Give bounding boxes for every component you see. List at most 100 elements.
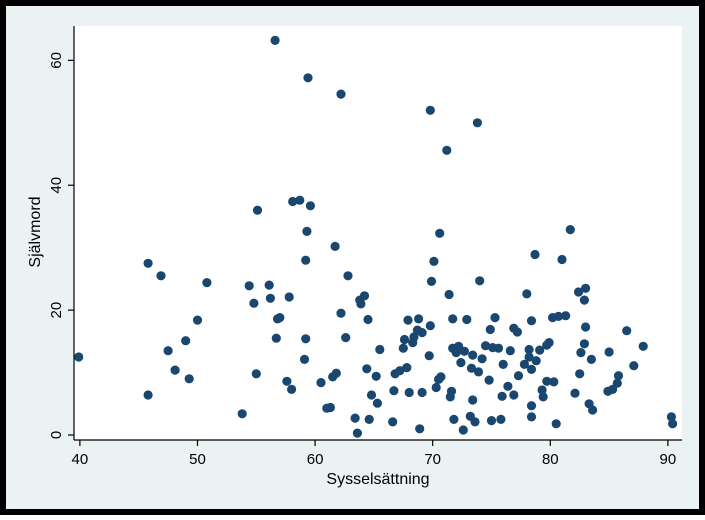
data-point bbox=[512, 327, 523, 337]
data-point bbox=[202, 278, 212, 288]
data-point bbox=[251, 369, 261, 379]
data-point bbox=[184, 374, 194, 384]
data-point bbox=[388, 417, 398, 427]
x-tick-label: 60 bbox=[307, 451, 324, 468]
data-point bbox=[459, 346, 469, 356]
data-point bbox=[613, 371, 624, 381]
data-point bbox=[352, 428, 362, 438]
data-point bbox=[299, 354, 310, 364]
data-point bbox=[557, 254, 567, 265]
data-point bbox=[579, 339, 590, 349]
data-point bbox=[341, 333, 351, 343]
data-point bbox=[549, 377, 559, 387]
y-axis-ticks: 0 20 40 60 bbox=[48, 52, 74, 439]
data-point bbox=[496, 414, 506, 424]
data-point bbox=[356, 299, 366, 309]
data-point bbox=[513, 371, 524, 381]
data-point bbox=[570, 388, 580, 398]
data-point bbox=[282, 376, 292, 386]
data-point bbox=[265, 293, 275, 303]
y-tick-label: 20 bbox=[48, 302, 65, 319]
data-point bbox=[288, 196, 298, 207]
x-axis-label: Sysselsättning bbox=[326, 471, 429, 488]
data-point bbox=[336, 308, 346, 318]
data-point bbox=[417, 328, 427, 338]
data-point bbox=[458, 425, 468, 435]
data-point bbox=[366, 390, 377, 400]
data-point bbox=[588, 405, 598, 415]
x-tick-label: 40 bbox=[72, 451, 89, 468]
data-point bbox=[343, 271, 353, 281]
data-point bbox=[409, 332, 419, 342]
data-point bbox=[470, 417, 480, 427]
data-point bbox=[576, 348, 586, 358]
data-point bbox=[362, 364, 372, 374]
x-axis-ticks: 40 50 60 70 80 90 bbox=[72, 440, 677, 468]
data-points bbox=[74, 35, 678, 438]
data-point bbox=[74, 352, 84, 362]
data-point bbox=[629, 361, 639, 371]
data-point bbox=[163, 346, 173, 356]
data-point bbox=[509, 390, 519, 400]
data-point bbox=[436, 372, 446, 382]
y-axis-label: Självmord bbox=[27, 196, 44, 267]
data-point bbox=[519, 359, 530, 369]
x-tick-label: 90 bbox=[660, 451, 677, 468]
data-point bbox=[535, 345, 545, 355]
data-point bbox=[402, 363, 412, 373]
data-point bbox=[389, 386, 399, 396]
data-point bbox=[666, 412, 677, 422]
data-point bbox=[237, 409, 247, 419]
data-point bbox=[271, 333, 281, 343]
data-point bbox=[473, 367, 484, 377]
data-point bbox=[372, 398, 382, 408]
data-point bbox=[526, 412, 537, 422]
data-point bbox=[524, 344, 534, 355]
data-point bbox=[414, 314, 424, 324]
data-point bbox=[305, 201, 315, 211]
data-point bbox=[364, 414, 374, 424]
data-point bbox=[350, 413, 360, 423]
data-point bbox=[336, 89, 346, 99]
data-point bbox=[505, 346, 515, 356]
data-point bbox=[143, 390, 153, 400]
y-tick-label: 40 bbox=[48, 177, 65, 194]
data-point bbox=[526, 364, 537, 374]
data-point bbox=[530, 249, 540, 260]
data-point bbox=[301, 334, 311, 344]
data-point bbox=[359, 291, 370, 301]
data-point bbox=[490, 313, 500, 323]
data-point bbox=[330, 241, 340, 251]
data-point bbox=[448, 314, 458, 324]
data-point bbox=[456, 358, 466, 368]
data-point bbox=[325, 402, 335, 413]
data-point bbox=[316, 378, 326, 388]
data-point bbox=[331, 368, 341, 378]
data-point bbox=[424, 351, 434, 361]
data-point bbox=[622, 326, 632, 336]
data-point bbox=[468, 350, 478, 360]
data-point bbox=[538, 392, 548, 402]
data-point bbox=[526, 401, 537, 411]
data-point bbox=[481, 341, 491, 351]
data-point bbox=[156, 271, 166, 281]
data-point bbox=[468, 395, 478, 405]
data-point bbox=[638, 341, 648, 351]
data-point bbox=[466, 363, 477, 373]
data-point bbox=[398, 343, 408, 353]
data-point bbox=[477, 354, 487, 364]
data-point bbox=[284, 292, 294, 302]
data-point bbox=[287, 384, 297, 394]
data-point bbox=[531, 356, 541, 366]
data-point bbox=[565, 225, 575, 235]
data-point bbox=[522, 289, 532, 299]
data-point bbox=[371, 371, 381, 381]
data-point bbox=[498, 359, 508, 369]
data-point bbox=[249, 298, 259, 308]
data-point bbox=[446, 386, 457, 396]
y-tick-label: 60 bbox=[48, 52, 65, 69]
data-point bbox=[181, 336, 191, 346]
x-tick-label: 80 bbox=[542, 451, 559, 468]
